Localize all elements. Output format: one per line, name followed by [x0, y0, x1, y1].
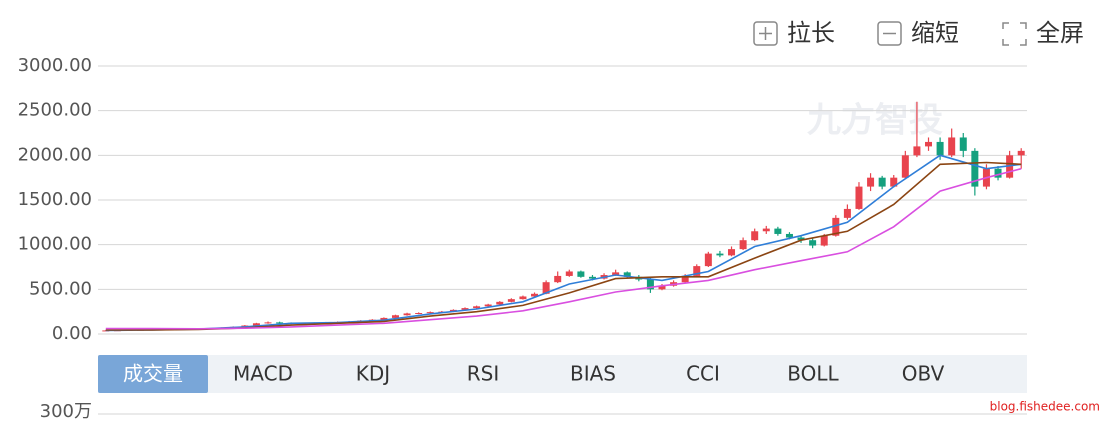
candle-body [484, 304, 492, 307]
ma-line [105, 154, 1022, 332]
candle-body [855, 186, 863, 209]
candle-body [681, 275, 689, 283]
candle-body [797, 237, 805, 241]
candle-body [403, 313, 411, 316]
candle-body [276, 322, 284, 324]
candle-body [832, 217, 840, 236]
tabs: 成交量 MACD KDJ RSI BIAS CCI BOLL OBV [98, 355, 945, 393]
candle-body [426, 312, 434, 314]
candle-body [785, 233, 793, 238]
watermark: 九方智投 [807, 101, 943, 141]
candle-body [380, 317, 388, 320]
candle-body [565, 271, 573, 276]
button-label: 全屏 [1036, 19, 1084, 47]
tab-label: OBV [902, 362, 945, 386]
volume-pane: 300万 [40, 401, 1027, 422]
tab-label: 成交量 [123, 362, 183, 386]
button-label: 拉长 [787, 19, 835, 47]
candle-body [658, 285, 666, 290]
tab[interactable]: BIAS [570, 362, 616, 386]
y-tick-label: 500.00 [29, 278, 92, 299]
tab-label: BIAS [570, 362, 616, 386]
tab[interactable]: 成交量 [98, 355, 208, 393]
tab-label: MACD [233, 362, 293, 386]
candle-body [936, 141, 944, 156]
tab[interactable]: BOLL [787, 362, 839, 386]
tab-label: CCI [686, 362, 720, 386]
candle-body [391, 315, 399, 318]
icon [753, 21, 778, 46]
candle-body [948, 137, 956, 156]
tab-bar [98, 355, 1027, 393]
candle-body [820, 235, 828, 246]
candle-body [612, 272, 620, 276]
y-tick-label: 3000.00 [18, 55, 92, 76]
tab-label: BOLL [787, 362, 839, 386]
candle-body [1017, 150, 1025, 156]
candle-body [577, 271, 585, 277]
candle-body [762, 228, 770, 232]
candle-body [588, 276, 596, 279]
tab[interactable]: MACD [233, 362, 293, 386]
candle-body [496, 301, 504, 305]
button-label: 缩短 [911, 19, 959, 47]
candle-body [102, 330, 110, 332]
candle-body [913, 146, 921, 156]
candle-body [264, 322, 272, 324]
candle-body [507, 299, 515, 302]
stretch-button[interactable]: 拉长 [753, 19, 835, 47]
candle-body [554, 275, 562, 283]
tab-label: KDJ [356, 362, 390, 386]
candle-body [704, 253, 712, 267]
candle-body [809, 240, 817, 246]
ma-line [105, 167, 1022, 330]
icon [877, 21, 902, 46]
y-tick-label: 1000.00 [18, 234, 92, 255]
icon [1002, 22, 1027, 46]
candle-body [542, 282, 550, 294]
plot: 0.00 500.00 1000.00 1500.00 2000.00 2500.00 30… [18, 55, 1027, 344]
tab-label: RSI [467, 362, 500, 386]
ma-line [105, 161, 1022, 331]
candle-body [925, 141, 933, 147]
candle-body [646, 279, 654, 290]
tab-active-bg [98, 355, 208, 393]
source-watermark: blog.fishedee.com [990, 400, 1100, 414]
candle-body [531, 293, 539, 297]
candle-body [739, 240, 747, 250]
candle-body [693, 266, 701, 276]
candle-body [519, 296, 527, 300]
candle-body [878, 177, 886, 187]
candle-body [890, 177, 898, 187]
candle-body [774, 228, 782, 234]
candle-body [843, 208, 851, 218]
y-tick-label: 2000.00 [18, 144, 92, 165]
candle-body [867, 177, 875, 187]
candle-body [751, 231, 759, 241]
shrink-button[interactable]: 缩短 [877, 19, 959, 47]
y-tick-label: 300万 [40, 401, 92, 422]
candle-body [252, 323, 260, 326]
candle-body [959, 137, 967, 151]
candle-body [461, 308, 469, 310]
y-tick-label: 2500.00 [18, 100, 92, 121]
candle-body [716, 253, 724, 256]
tab[interactable]: KDJ [356, 362, 390, 386]
candle-body [415, 313, 423, 315]
y-tick-label: 1500.00 [18, 189, 92, 210]
y-tick-label: 0.00 [52, 323, 92, 344]
fullscreen-button[interactable]: 全屏 [1002, 19, 1084, 47]
candle-body [971, 150, 979, 187]
toolbar: 拉长 缩短 全屏 [753, 19, 1084, 47]
candle-body [901, 155, 909, 178]
candle-body [994, 168, 1002, 178]
tab[interactable]: RSI [467, 362, 500, 386]
candle-body [728, 249, 736, 256]
tab[interactable]: CCI [686, 362, 720, 386]
icon [759, 27, 772, 40]
tab[interactable]: OBV [902, 362, 945, 386]
candle-body [623, 272, 631, 277]
candle-body [473, 306, 481, 309]
